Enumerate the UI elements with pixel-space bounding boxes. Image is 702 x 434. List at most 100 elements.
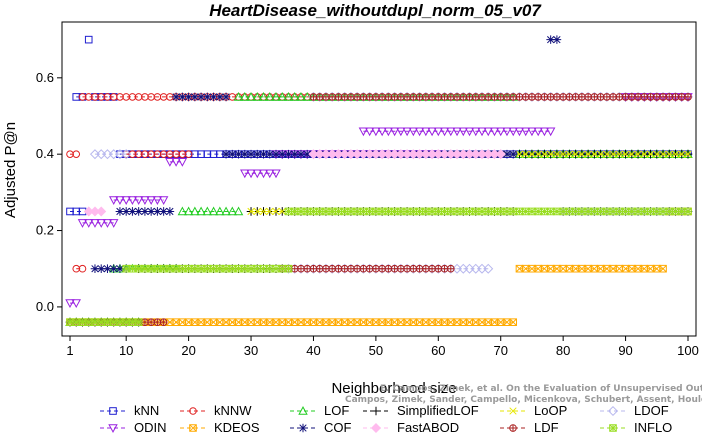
data-point-INFLO bbox=[216, 264, 224, 273]
data-point-LDF bbox=[290, 265, 299, 273]
data-point-INFLO bbox=[415, 207, 424, 216]
data-point-LDF bbox=[559, 93, 567, 101]
data-point-KDEOS bbox=[409, 318, 418, 326]
data-point-ODIN bbox=[140, 196, 150, 205]
data-point-COF bbox=[178, 92, 187, 102]
data-point-LDF bbox=[440, 93, 449, 101]
data-point-KDEOS bbox=[609, 264, 617, 273]
x-tick-label: 70 bbox=[493, 343, 507, 358]
data-point-LDF bbox=[634, 93, 642, 101]
data-point-INFLO bbox=[628, 207, 636, 216]
data-point-LDF bbox=[484, 93, 493, 101]
data-point-COF bbox=[184, 92, 193, 102]
data-point-LDF bbox=[390, 93, 399, 101]
data-point-LoOP bbox=[565, 150, 574, 158]
data-point-INFLO bbox=[515, 207, 524, 216]
data-point-COF bbox=[165, 207, 175, 216]
data-point-COF bbox=[508, 149, 518, 159]
data-point-LoOP bbox=[659, 150, 667, 158]
data-point-ODIN bbox=[358, 127, 369, 137]
data-point-LDF bbox=[453, 93, 461, 101]
data-point-COF bbox=[121, 207, 131, 216]
data-point-LoOP bbox=[272, 207, 280, 216]
data-point-COF bbox=[265, 149, 275, 159]
data-point-ODIN bbox=[115, 196, 125, 205]
data-point-INFLO bbox=[172, 264, 180, 273]
x-tick-label: 50 bbox=[369, 343, 383, 358]
data-point-COF bbox=[290, 149, 300, 159]
data-point-KDEOS bbox=[297, 318, 305, 326]
data-point-COF bbox=[90, 264, 100, 274]
data-point-ODIN bbox=[408, 127, 419, 137]
data-point-INFLO bbox=[134, 318, 143, 326]
data-point-LoOP bbox=[640, 150, 648, 158]
data-point-LoOP bbox=[584, 150, 592, 158]
data-point-INFLO bbox=[365, 207, 374, 216]
data-point-ODIN bbox=[121, 196, 131, 205]
data-point-LDF bbox=[384, 93, 393, 101]
data-point-INFLO bbox=[440, 207, 449, 216]
data-point-kNNW bbox=[184, 150, 193, 158]
data-point-LDF bbox=[652, 93, 661, 101]
legend-marker-SimplifiedLOF bbox=[371, 406, 381, 416]
data-point-COF bbox=[277, 149, 287, 159]
data-point-COF bbox=[190, 92, 200, 102]
data-point-INFLO bbox=[521, 207, 530, 216]
data-point-LDF bbox=[521, 93, 530, 101]
data-point-LDF bbox=[365, 265, 374, 273]
x-tick-label: 100 bbox=[677, 343, 699, 358]
data-point-ODIN bbox=[421, 127, 431, 137]
data-point-LDF bbox=[347, 265, 355, 273]
data-point-LDF bbox=[640, 93, 649, 101]
data-point-LDF bbox=[571, 93, 580, 101]
data-point-INFLO bbox=[84, 318, 93, 326]
data-point-ODIN bbox=[364, 127, 375, 137]
data-point-COF bbox=[171, 92, 181, 102]
data-point-LoOP bbox=[571, 150, 580, 158]
data-point-ODIN bbox=[377, 127, 387, 137]
data-point-KDEOS bbox=[465, 318, 474, 326]
data-point-INFLO bbox=[484, 207, 493, 216]
data-point-LDF bbox=[297, 265, 305, 273]
data-point-LoOP bbox=[646, 150, 655, 158]
data-point-ODIN bbox=[508, 127, 518, 137]
data-point-ODIN bbox=[165, 158, 175, 167]
data-point-LDF bbox=[372, 93, 380, 101]
data-point-ODIN bbox=[477, 127, 487, 137]
data-point-COF bbox=[115, 264, 125, 274]
legend-label-kNN: kNN bbox=[134, 403, 159, 418]
data-point-LOF bbox=[258, 91, 269, 101]
data-point-ODIN bbox=[383, 127, 394, 137]
data-point-LDF bbox=[621, 93, 630, 101]
data-point-LDF bbox=[147, 318, 155, 326]
data-point-LDF bbox=[328, 93, 336, 101]
data-point-kNN bbox=[84, 35, 93, 44]
data-point-LOF bbox=[283, 91, 294, 101]
data-point-COF bbox=[221, 92, 231, 102]
data-point-LDF bbox=[553, 93, 561, 101]
data-point-INFLO bbox=[359, 207, 368, 216]
data-point-INFLO bbox=[546, 207, 555, 216]
data-point-INFLO bbox=[465, 207, 474, 216]
data-point-ODIN bbox=[102, 219, 113, 228]
data-point-LDF bbox=[434, 265, 443, 273]
data-point-INFLO bbox=[652, 207, 661, 216]
data-point-INFLO bbox=[159, 264, 168, 273]
series-INFLO bbox=[66, 207, 692, 326]
data-point-INFLO bbox=[409, 207, 418, 216]
data-point-INFLO bbox=[184, 264, 193, 273]
data-point-COF bbox=[215, 92, 225, 102]
data-point-LoOP bbox=[278, 207, 286, 216]
legend-label-LDF: LDF bbox=[534, 420, 559, 434]
data-point-ODIN bbox=[71, 299, 81, 309]
data-point-INFLO bbox=[684, 207, 692, 216]
data-point-LDF bbox=[309, 93, 318, 101]
data-point-INFLO bbox=[571, 207, 580, 216]
data-point-LDF bbox=[578, 93, 586, 101]
data-point-LDF bbox=[628, 93, 636, 101]
data-point-INFLO bbox=[378, 207, 386, 216]
data-point-INFLO bbox=[434, 207, 443, 216]
data-point-KDEOS bbox=[222, 318, 230, 326]
data-point-LDF bbox=[615, 93, 624, 101]
data-point-LDF bbox=[365, 93, 374, 101]
